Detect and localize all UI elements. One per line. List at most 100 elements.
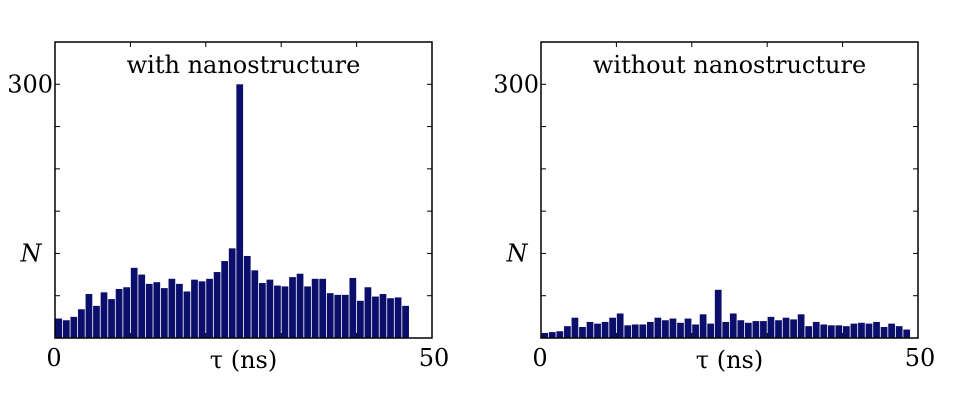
y-axis-label: N (20, 239, 43, 267)
histogram-bar (349, 277, 357, 338)
histogram-bar (805, 326, 813, 338)
histogram-bar (168, 278, 176, 338)
histogram-bar (100, 292, 108, 338)
histogram-bar (274, 285, 281, 338)
histogram-bar (153, 282, 161, 338)
histogram-bar (326, 293, 334, 338)
histogram-bar (707, 323, 715, 338)
histogram-bar (319, 278, 327, 338)
histogram-bar (594, 323, 601, 338)
y-axis-label: N (506, 239, 529, 267)
histogram-bar (639, 324, 647, 338)
histogram-bar (548, 332, 556, 338)
histogram-bar (843, 326, 850, 338)
histogram-bar (541, 332, 549, 338)
histogram-bar (556, 331, 564, 338)
histogram-bar (62, 320, 70, 338)
histogram-bar (684, 318, 692, 338)
histogram-bar (571, 317, 579, 338)
histogram-bar (669, 318, 677, 338)
histogram-bar (304, 286, 311, 338)
histogram-bar (115, 288, 123, 338)
histogram-bar (646, 321, 654, 338)
histogram-bar (191, 279, 198, 338)
histogram-bar (790, 319, 797, 338)
histogram-bar (662, 320, 669, 338)
histogram-bar (888, 323, 895, 338)
histogram-bar (903, 329, 911, 338)
histogram-bar (138, 274, 146, 338)
x-tick-label-max: 50 (419, 344, 450, 372)
x-axis-label: τ (ns) (696, 346, 763, 374)
histogram-bar (865, 323, 873, 338)
histogram-bar (55, 318, 63, 338)
histogram-bar (782, 317, 790, 338)
histogram-bar (820, 324, 828, 338)
histogram-bar (387, 298, 394, 338)
histogram-bar (616, 313, 624, 338)
histogram-bar (213, 272, 221, 338)
panel-title: with nanostructure (127, 51, 361, 79)
histogram-bar (372, 296, 379, 338)
histogram-bar (281, 286, 289, 338)
histogram-bar (123, 287, 130, 338)
histogram-bar (183, 291, 191, 338)
histogram-bar (160, 288, 168, 338)
histogram-bar (677, 322, 684, 338)
histogram-bar (289, 277, 296, 338)
x-tick-label-min: 0 (532, 344, 547, 372)
histogram-bar (394, 297, 402, 338)
y-tick-label-300: 300 (7, 70, 53, 98)
histogram-bar (379, 294, 387, 338)
histogram-bar (767, 316, 775, 338)
histogram-bar (797, 314, 805, 338)
histogram-bar (108, 299, 115, 338)
histogram-bar (70, 316, 78, 338)
histogram-bar (78, 309, 85, 338)
histogram-bar (737, 320, 745, 338)
histogram-bar (850, 323, 858, 338)
plot-frame (540, 41, 919, 339)
histogram-bar (564, 326, 571, 338)
plot-frame (54, 41, 433, 339)
x-axis-label: τ (ns) (210, 346, 277, 374)
histogram-bar (654, 317, 662, 338)
histogram-bars (541, 289, 911, 338)
histogram-bar (130, 267, 138, 338)
histogram-bar (221, 261, 229, 338)
histogram-bar (198, 281, 206, 338)
y-tick-label-300: 300 (493, 70, 539, 98)
histogram-bar (341, 294, 349, 338)
histogram-bar (752, 321, 760, 338)
histogram-bar (812, 321, 820, 338)
histogram-bar (609, 317, 616, 338)
histogram-bar (145, 283, 153, 338)
histogram-bar (258, 283, 266, 338)
histogram-bars (55, 84, 409, 339)
histogram-bar (251, 270, 259, 338)
histogram-bar (835, 325, 843, 338)
histogram-bar (402, 305, 409, 338)
histogram-bar (699, 314, 707, 338)
histogram-bar (880, 327, 888, 338)
histogram-bar (357, 300, 364, 338)
histogram-bar (579, 327, 586, 338)
histogram-bar (714, 289, 722, 338)
histogram-bar (601, 321, 609, 338)
panel-with-nanostructure: with nanostructure N τ (ns) 0 50 300 (7, 41, 450, 374)
panel-title: without nanostructure (593, 51, 866, 79)
histogram-bar (692, 324, 699, 338)
histogram-bar (775, 320, 782, 338)
histogram-bar (827, 325, 835, 338)
histogram-bar (85, 294, 93, 338)
histogram-bar (873, 321, 880, 338)
histogram-bar (631, 324, 639, 338)
histogram-bar (296, 273, 304, 338)
histogram-bar (586, 321, 594, 338)
histogram-bar (744, 322, 752, 338)
histogram-bar (176, 283, 183, 338)
x-tick-label-min: 0 (46, 344, 61, 372)
histogram-bar (206, 278, 213, 338)
histogram-bar (228, 248, 236, 338)
